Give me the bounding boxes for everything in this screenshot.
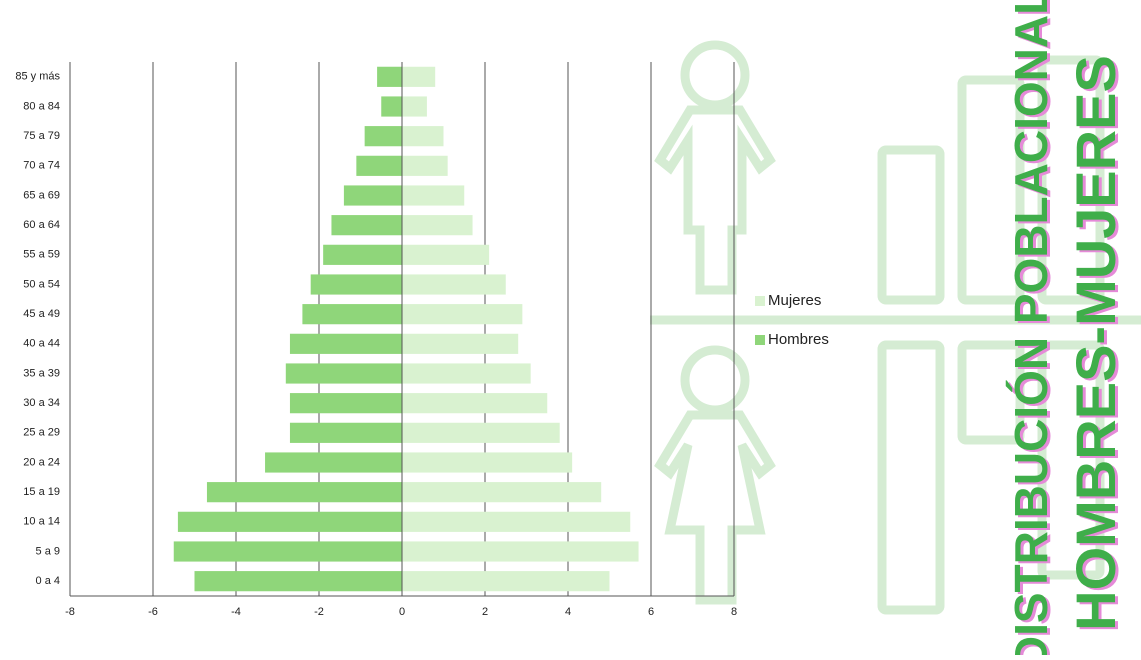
bar — [402, 126, 444, 147]
y-tick-label: 5 a 9 — [36, 545, 60, 557]
legend-swatch — [755, 296, 765, 306]
bar — [356, 155, 402, 176]
y-tick-label: 60 a 64 — [23, 219, 60, 231]
bar — [289, 393, 402, 414]
y-tick-label: 0 a 4 — [36, 575, 60, 587]
bar — [285, 363, 402, 384]
bar — [402, 571, 610, 592]
bar — [377, 66, 402, 87]
bar — [402, 363, 531, 384]
x-tick-label: -2 — [314, 606, 324, 618]
bar — [331, 215, 402, 236]
bar — [206, 482, 402, 503]
bar — [323, 244, 402, 265]
bar — [402, 333, 519, 354]
banner-subtitle: HOMBRES-MUJERES — [1064, 55, 1127, 631]
bar — [402, 541, 639, 562]
bar — [402, 393, 548, 414]
bar — [402, 304, 523, 325]
banner-shadow: HOMBRES-MUJERES — [1067, 57, 1130, 633]
side-banner: DISTRIBUCIÓN POBLACIONAL DISTRIBUCIÓN PO… — [1005, 0, 1130, 660]
bar — [194, 571, 402, 592]
bar — [402, 482, 602, 503]
x-tick-label: -8 — [65, 606, 75, 618]
bar — [177, 511, 402, 532]
x-tick-label: 6 — [648, 606, 654, 618]
bar — [265, 452, 402, 473]
y-tick-label: 70 a 74 — [23, 160, 60, 172]
y-tick-label: 65 a 69 — [23, 189, 60, 201]
x-tick-label: 2 — [482, 606, 488, 618]
bar — [381, 96, 402, 117]
background-decoration — [650, 40, 1141, 615]
bar — [402, 185, 465, 206]
bar — [302, 304, 402, 325]
y-tick-label: 55 a 59 — [23, 249, 60, 261]
y-tick-label: 35 a 39 — [23, 367, 60, 379]
bar — [310, 274, 402, 295]
y-tick-label: 20 a 24 — [23, 456, 60, 468]
bar — [343, 185, 402, 206]
x-tick-label: 0 — [399, 606, 405, 618]
bar — [402, 511, 631, 532]
bar — [402, 66, 436, 87]
y-tick-label: 10 a 14 — [23, 516, 60, 528]
y-tick-label: 30 a 34 — [23, 397, 60, 409]
bar — [402, 215, 473, 236]
y-tick-label: 85 y más — [15, 71, 60, 83]
bar — [402, 274, 506, 295]
y-tick-label: 50 a 54 — [23, 278, 60, 290]
banner-shadow: DISTRIBUCIÓN POBLACIONAL — [1008, 0, 1060, 655]
bar — [289, 333, 402, 354]
banner-title: DISTRIBUCIÓN POBLACIONAL — [1005, 0, 1057, 655]
bar — [402, 244, 490, 265]
bar — [173, 541, 402, 562]
legend-label: Mujeres — [768, 292, 821, 309]
bar — [402, 96, 427, 117]
plot-area: -8 -6 -4 -2 0 2 4 6 8 0 a 4 5 a 9 10 a 14 15 a 19 20 … — [15, 62, 737, 618]
legend-swatch — [755, 335, 765, 345]
bar — [402, 422, 560, 443]
legend-label: Hombres — [768, 331, 829, 348]
bar — [289, 422, 402, 443]
bar — [402, 155, 448, 176]
y-tick-label: 15 a 19 — [23, 486, 60, 498]
y-tick-label: 25 a 29 — [23, 427, 60, 439]
x-tick-label: 8 — [731, 606, 737, 618]
y-tick-label: 40 a 44 — [23, 338, 60, 350]
y-tick-label: 75 a 79 — [23, 130, 60, 142]
bar — [364, 126, 402, 147]
bar — [402, 452, 573, 473]
x-tick-label: 4 — [565, 606, 571, 618]
y-tick-label: 45 a 49 — [23, 308, 60, 320]
x-tick-label: -4 — [231, 606, 241, 618]
y-tick-label: 80 a 84 — [23, 100, 60, 112]
x-tick-label: -6 — [148, 606, 158, 618]
